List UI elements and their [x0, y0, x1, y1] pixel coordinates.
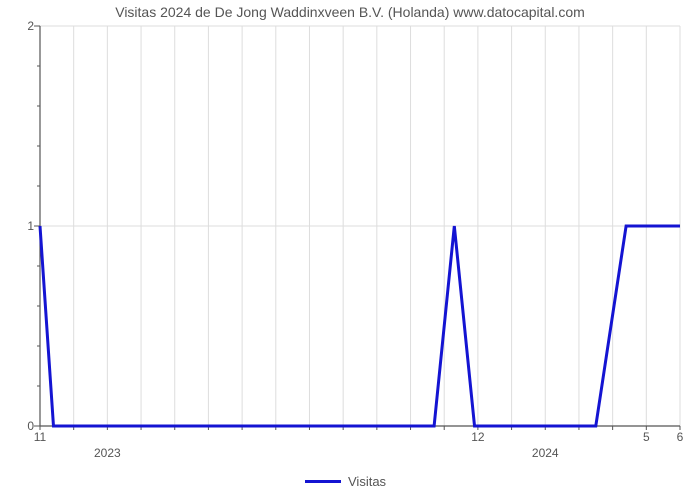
x-sub-label: 2024	[532, 446, 559, 460]
x-tick-label: 12	[471, 430, 484, 444]
plot-area	[40, 26, 680, 426]
x-tick-label: 5	[643, 430, 650, 444]
x-tick-label: 11	[34, 430, 46, 444]
chart-title: Visitas 2024 de De Jong Waddinxveen B.V.…	[0, 4, 700, 20]
x-tick-label: 6	[677, 430, 684, 444]
legend-label: Visitas	[348, 474, 386, 489]
chart-container: Visitas 2024 de De Jong Waddinxveen B.V.…	[0, 0, 700, 500]
x-sub-label: 2023	[94, 446, 121, 460]
y-tick-label: 0	[16, 419, 34, 433]
y-tick-label: 1	[16, 219, 34, 233]
series-line	[40, 226, 680, 426]
legend-line	[305, 480, 341, 483]
plot-svg	[40, 26, 680, 426]
y-tick-label: 2	[16, 19, 34, 33]
